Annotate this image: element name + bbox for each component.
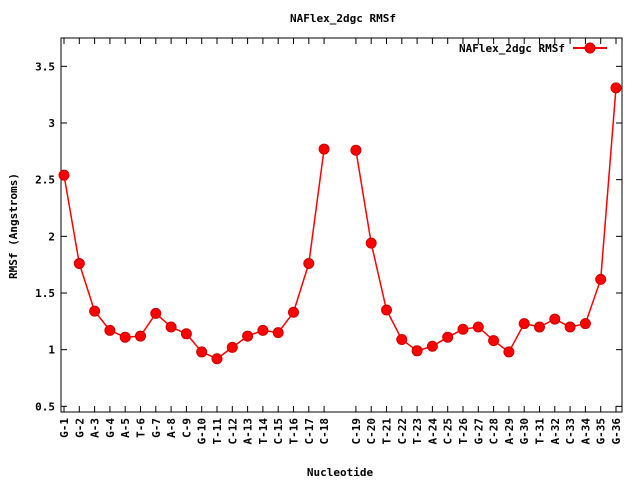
x-tick-label: C-18 [318,418,331,445]
data-point [518,318,530,330]
data-point [610,82,622,94]
x-tick-label: C-19 [350,418,363,445]
x-tick-label: G-30 [518,418,531,445]
x-tick-label: A-13 [242,418,255,445]
data-point [119,331,131,343]
x-tick-label: G-35 [595,418,608,445]
legend-marker-swatch [584,42,596,54]
plot-frame [60,37,623,413]
y-tick-label: 3 [48,117,55,130]
y-tick-label: 3.5 [35,60,55,73]
data-point [457,323,469,335]
data-point [135,330,146,342]
x-tick-label: T-31 [534,418,547,445]
x-tick-label: T-23 [411,418,424,445]
x-tick-label: A-24 [426,418,439,445]
x-tick-label: C-15 [272,418,285,445]
data-point [381,304,392,316]
x-tick-label: A-3 [89,418,102,438]
data-point [579,318,591,330]
x-tick-label: C-25 [442,418,455,445]
data-point [396,333,408,345]
series-line [63,148,325,360]
x-tick-label: G-10 [196,418,209,445]
data-point [595,273,607,285]
x-tick-label: G-1 [58,418,71,438]
legend: NAFlex_2dgc RMSf [459,42,607,55]
x-axis-ticks: G-1 G-2 A-3 G-4 A-5 T-6 G-7 A-8 C-9 G-10 T-11 C-12 A… [58,38,623,445]
data-point [150,307,162,319]
data-point [411,345,423,357]
x-tick-label: T-11 [211,418,224,445]
x-tick-label: T-14 [257,418,270,445]
data-point [350,144,362,156]
x-tick-label: A-8 [165,418,178,438]
x-tick-label: T-6 [135,418,148,438]
y-tick-label: 2.5 [35,174,55,187]
x-tick-label: T-16 [288,418,301,445]
x-tick-label: C-28 [488,418,501,445]
y-axis-label: RMSf (Angstroms) [7,173,20,279]
data-point [534,321,545,333]
data-point [442,331,454,343]
x-tick-label: A-29 [503,418,516,445]
data-point [318,143,330,155]
y-axis-ticks: 0.5 1 1.5 2 2.5 3 3.5 [35,60,622,413]
data-point [180,328,192,340]
data-point [242,330,254,342]
data-point [564,321,576,333]
x-tick-label: G-36 [610,418,623,445]
data-point [89,305,101,317]
y-tick-label: 2 [48,230,55,243]
data-point [426,340,438,352]
x-tick-label: G-7 [150,418,163,438]
data-point [58,169,70,181]
x-axis-label: Nucleotide [307,466,374,479]
data-point [288,306,299,318]
data-point [365,237,377,249]
legend-label: NAFlex_2dgc RMSf [459,42,565,55]
data-point [257,324,269,336]
x-tick-label: C-22 [396,418,409,445]
y-tick-label: 1.5 [35,287,55,300]
data-point [196,346,208,358]
x-tick-label: C-9 [180,418,193,438]
y-tick-label: 1 [48,344,55,357]
x-tick-label: A-5 [119,418,132,438]
x-tick-label: C-17 [303,418,316,445]
x-tick-label: G-4 [104,418,117,438]
x-tick-label: T-26 [457,418,470,445]
data-point [165,321,177,333]
plot-axes [60,37,623,413]
data-point [73,258,85,270]
chart-title: NAFlex_2dgc RMSf [290,12,396,25]
x-tick-label: C-33 [564,418,577,445]
data-point [226,341,238,353]
data-point [104,324,116,336]
data-point [549,313,561,325]
data-point [488,335,500,347]
x-tick-label: A-32 [549,418,562,445]
x-tick-label: C-20 [365,418,378,445]
data-series [58,82,622,365]
data-point [303,258,315,270]
y-tick-label: 0.5 [35,400,55,413]
data-point [472,321,484,333]
x-tick-label: C-12 [226,418,239,445]
data-point [211,353,223,365]
data-point [272,327,284,339]
x-tick-label: G-27 [472,418,485,445]
data-point [503,346,515,358]
series-line [355,87,617,354]
x-tick-label: G-2 [73,418,86,438]
x-tick-label: T-21 [381,418,394,445]
x-tick-label: A-34 [579,418,592,445]
